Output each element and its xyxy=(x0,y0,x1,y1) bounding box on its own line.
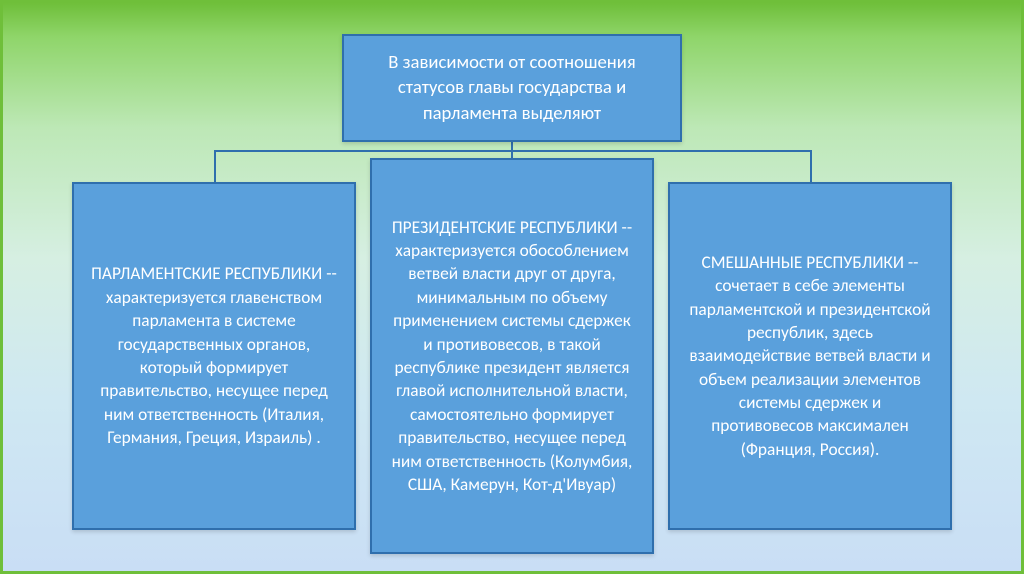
diagram-stage: В зависимости от соотношения статусов гл… xyxy=(0,0,1024,574)
connector-drop-left xyxy=(214,150,216,182)
root-node-text: В зависимости от соотношения статусов гл… xyxy=(360,50,664,126)
child-node-text: ПАРЛАМЕНТСКИЕ РЕСПУБЛИКИ -- характеризуе… xyxy=(90,262,338,449)
connector-drop-mid xyxy=(511,150,513,158)
child-node-text: СМЕШАННЫЕ РЕСПУБЛИКИ -- сочетает в себе … xyxy=(686,251,934,462)
child-node-presidential: ПРЕЗИДЕНТСКИЕ РЕСПУБЛИКИ -- характеризуе… xyxy=(370,158,654,554)
root-node: В зависимости от соотношения статусов гл… xyxy=(342,34,682,142)
child-node-text: ПРЕЗИДЕНТСКИЕ РЕСПУБЛИКИ -- характеризуе… xyxy=(388,216,636,497)
connector-drop-right xyxy=(810,150,812,182)
child-node-parliamentary: ПАРЛАМЕНТСКИЕ РЕСПУБЛИКИ -- характеризуе… xyxy=(72,182,356,530)
child-node-mixed: СМЕШАННЫЕ РЕСПУБЛИКИ -- сочетает в себе … xyxy=(668,182,952,530)
connector-root-down xyxy=(511,142,513,150)
